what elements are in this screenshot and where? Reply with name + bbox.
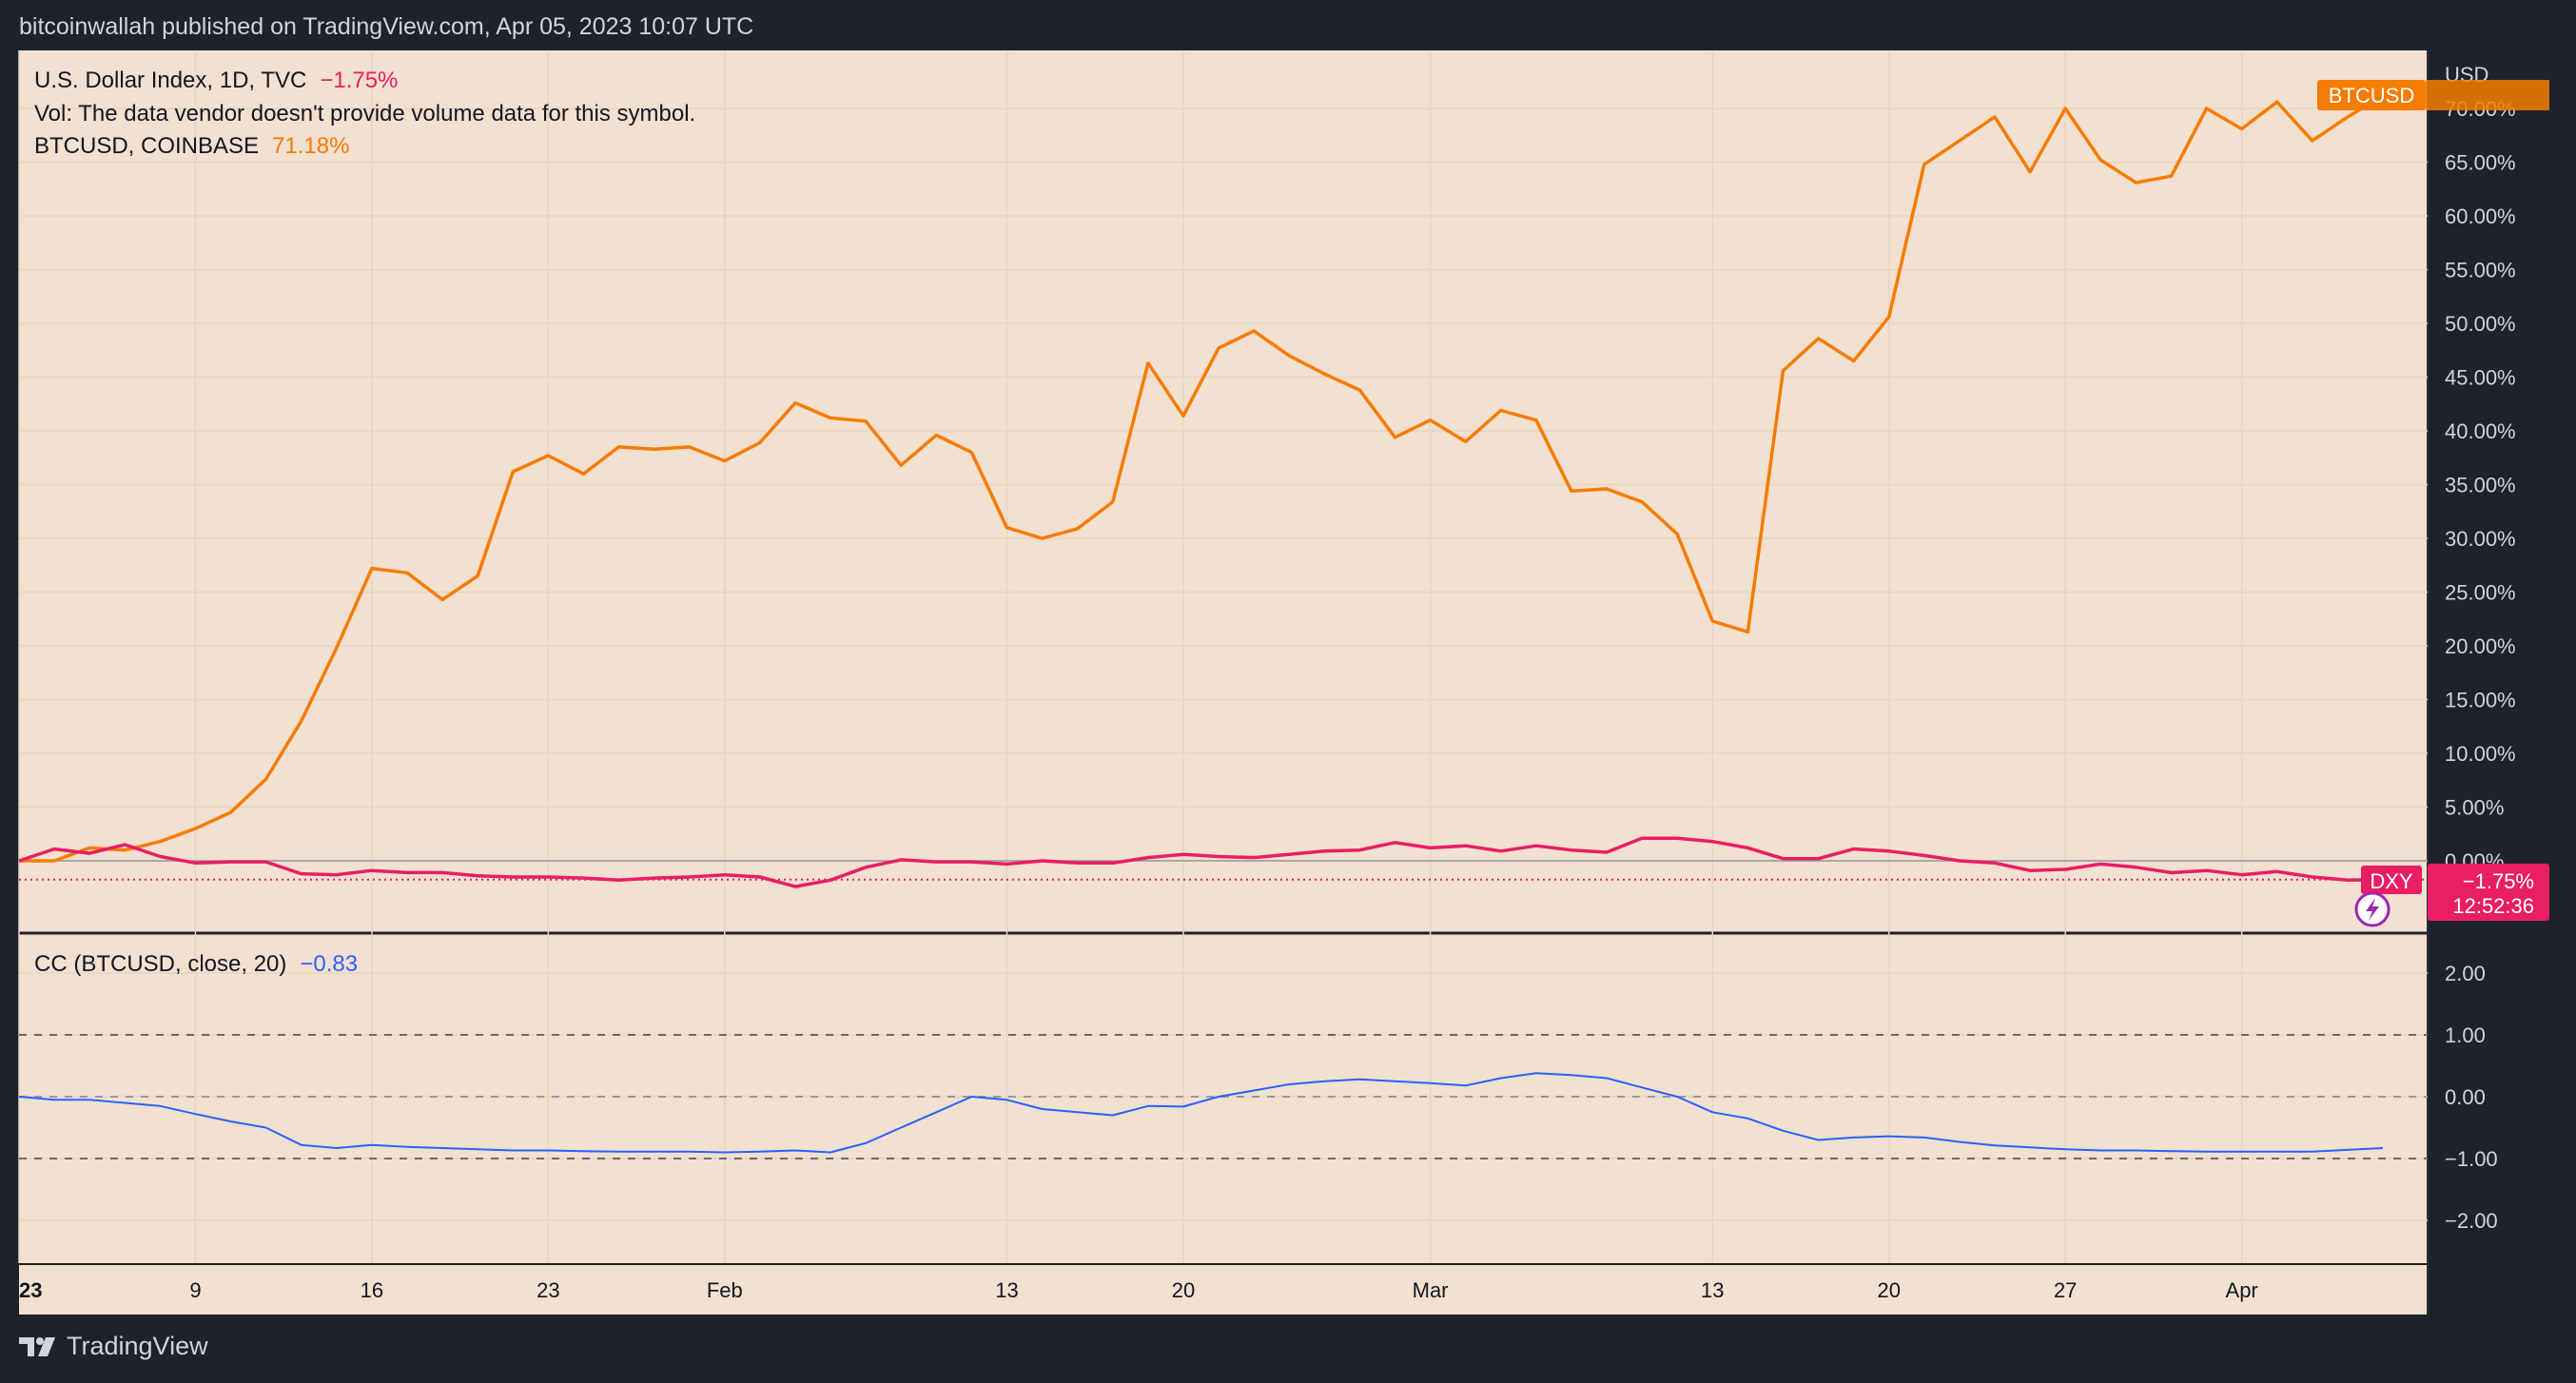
time-tick-label: 23 — [537, 1278, 559, 1302]
time-tick-label: Mar — [1413, 1278, 1449, 1302]
dxy-line[interactable] — [18, 836, 2384, 888]
cc-tick-label: −1.00 — [2445, 1147, 2498, 1171]
dxy-badge-label: DXY — [2370, 869, 2413, 893]
price-axis: 70.00%65.00%60.00%55.00%50.00%45.00%40.0… — [2445, 97, 2516, 873]
tradingview-logo-icon — [19, 1336, 55, 1356]
time-axis: 23 9 16 23 Feb 13 20 Mar 13 20 27 Apr — [19, 1278, 2258, 1302]
price-tick-label: 25.00% — [2445, 581, 2516, 605]
time-tick-label: 9 — [189, 1278, 201, 1302]
price-tick-label: 55.00% — [2445, 259, 2516, 282]
tradingview-wordmark: TradingView — [67, 1332, 208, 1360]
price-tick-label: 35.00% — [2445, 474, 2516, 497]
tradingview-logo[interactable]: TradingView — [19, 1332, 208, 1361]
price-tick-label: 30.00% — [2445, 527, 2516, 551]
flash-icon[interactable] — [2354, 891, 2391, 927]
cc-line[interactable] — [18, 1072, 2384, 1154]
dxy-legend[interactable]: U.S. Dollar Index, 1D, TVC −1.75% — [34, 68, 398, 93]
price-tick-label: 65.00% — [2445, 151, 2516, 175]
cc-legend[interactable]: CC (BTCUSD, close, 20) −0.83 — [34, 951, 358, 977]
price-tick-label: 45.00% — [2445, 366, 2516, 390]
grid-lines — [18, 50, 2428, 1263]
time-axis-panel[interactable] — [19, 1265, 2428, 1315]
btcusd-line[interactable] — [19, 93, 2384, 863]
price-panel[interactable] — [19, 50, 2428, 932]
price-tick-label: 10.00% — [2445, 742, 2516, 766]
price-tick-label: 50.00% — [2445, 312, 2516, 336]
time-tick-label: 23 — [19, 1278, 42, 1302]
cc-tick-label: 0.00 — [2445, 1085, 2486, 1109]
cc-tick-label: 1.00 — [2445, 1023, 2486, 1047]
zero-line — [19, 860, 2428, 881]
time-tick-label: 13 — [995, 1278, 1018, 1302]
cc-tick-label: −2.00 — [2445, 1209, 2498, 1233]
time-tick-label: Feb — [707, 1278, 743, 1302]
dxy-price-badge[interactable]: DXY −1.75% 12:52:36 — [2361, 864, 2549, 921]
btc-badge-label: BTCUSD — [2329, 84, 2414, 107]
btc-legend[interactable]: BTCUSD, COINBASE 71.18% — [34, 133, 349, 159]
time-tick-label: 20 — [1172, 1278, 1195, 1302]
time-tick-label: Apr — [2226, 1278, 2258, 1302]
time-tick-label: 13 — [1701, 1278, 1724, 1302]
price-tick-label: 15.00% — [2445, 689, 2516, 712]
dxy-badge-value: −1.75% — [2463, 869, 2534, 893]
indicator-panel[interactable] — [19, 934, 2428, 1263]
price-tick-label: 60.00% — [2445, 205, 2516, 228]
dxy-countdown: 12:52:36 — [2452, 894, 2534, 918]
btc-price-badge[interactable]: BTCUSD — [2317, 80, 2549, 110]
time-tick-label: 20 — [1878, 1278, 1901, 1302]
time-tick-label: 16 — [361, 1278, 383, 1302]
volume-note: Vol: The data vendor doesn't provide vol… — [34, 101, 695, 127]
publisher-header: bitcoinwallah published on TradingView.c… — [19, 13, 754, 40]
price-tick-label: 5.00% — [2445, 796, 2504, 820]
price-tick-label: 20.00% — [2445, 634, 2516, 658]
time-tick-label: 27 — [2054, 1278, 2077, 1302]
price-tick-label: 40.00% — [2445, 419, 2516, 443]
series-lines — [18, 93, 2384, 1154]
cc-axis: 2.00 1.00 0.00 −1.00 −2.00 — [2445, 962, 2498, 1233]
cc-tick-label: 2.00 — [2445, 962, 2486, 985]
